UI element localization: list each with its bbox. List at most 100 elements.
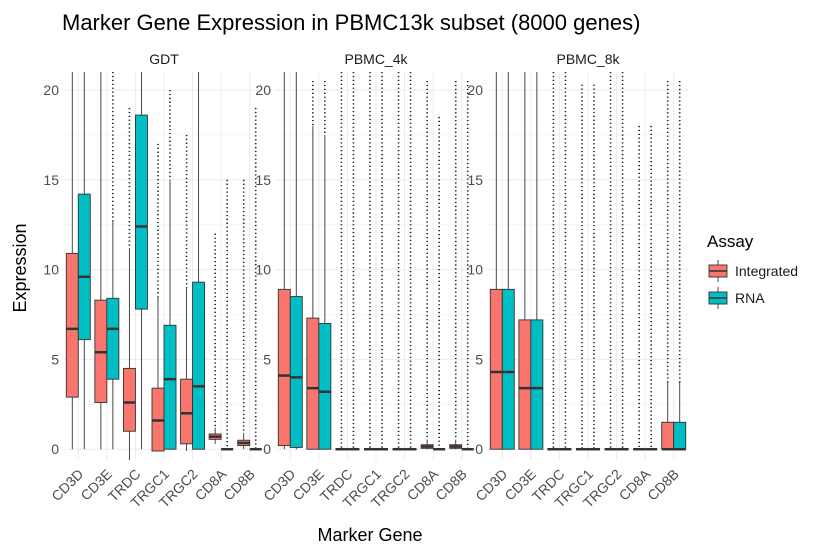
box-integrated-trgc1 xyxy=(364,72,376,451)
box-rna-cd8b xyxy=(249,107,262,451)
box-rna-cd3e xyxy=(530,72,544,450)
box-rna-trgc1 xyxy=(163,89,177,450)
box-body xyxy=(673,421,687,450)
x-tick-label: CD3D xyxy=(472,466,510,504)
x-tick-label: CD8B xyxy=(220,466,258,504)
facet-panel-gdt: GDT05101520CD3DCD3ETRDCTRGC1TRGC2CD8ACD8… xyxy=(43,51,264,511)
box-body xyxy=(501,288,515,450)
box-rna-cd8b xyxy=(673,80,687,451)
facet-label: PBMC_4k xyxy=(344,51,408,67)
legend-title: Assay xyxy=(707,232,754,251)
x-tick-label: CD8A xyxy=(192,465,230,503)
legend-label: Integrated xyxy=(735,263,798,279)
box-body xyxy=(106,297,120,380)
facet-panel-pbmc-8k: PBMC_8k05101520CD3DCD3ETRDCTRGC1TRGC2CD8… xyxy=(467,51,688,511)
x-tick-label: CD8A xyxy=(616,465,654,503)
box-body xyxy=(277,288,291,447)
box-integrated-trdc xyxy=(122,107,136,460)
x-tick-label: CD3D xyxy=(48,466,86,504)
legend: Assay Integrated RNA xyxy=(707,232,798,309)
y-tick-label: 0 xyxy=(263,441,271,457)
box-body xyxy=(306,317,320,450)
x-tick-label: CD8A xyxy=(404,465,442,503)
box-body xyxy=(65,252,79,398)
box-body xyxy=(518,319,532,450)
y-tick-label: 0 xyxy=(51,441,59,457)
y-tick-label: 15 xyxy=(255,172,271,188)
box-body xyxy=(122,367,136,432)
box-integrated-trdc xyxy=(335,72,348,451)
x-tick-label: CD8B xyxy=(432,466,470,504)
box-integrated-cd8a xyxy=(420,80,434,450)
chart-title: Marker Gene Expression in PBMC13k subset… xyxy=(62,10,640,35)
legend-item-integrated: Integrated xyxy=(708,260,798,282)
box-body xyxy=(530,319,544,450)
box-integrated-cd3e xyxy=(306,80,320,450)
box-rna-cd8a xyxy=(645,125,658,451)
y-tick-label: 20 xyxy=(467,82,483,98)
y-tick-label: 10 xyxy=(43,262,59,278)
box-integrated-cd8b xyxy=(237,179,251,450)
box-body xyxy=(134,114,148,310)
box-integrated-cd3e xyxy=(94,72,108,450)
box-rna-cd8a xyxy=(221,179,234,451)
y-axis-title: Expression xyxy=(10,223,30,312)
box-integrated-trgc1 xyxy=(576,84,588,451)
y-tick-label: 15 xyxy=(467,172,483,188)
y-tick-label: 5 xyxy=(263,351,271,367)
box-rna-trdc xyxy=(559,72,572,451)
box-integrated-trdc xyxy=(547,72,560,451)
box-rna-trgc2 xyxy=(616,72,629,451)
box-rna-cd3d xyxy=(77,72,91,450)
facet-panels: GDT05101520CD3DCD3ETRDCTRGC1TRGC2CD8ACD8… xyxy=(43,51,688,511)
box-rna-trdc xyxy=(134,72,148,450)
x-tick-label: CD3D xyxy=(260,466,298,504)
box-integrated-trgc2 xyxy=(392,72,405,451)
box-rna-cd3e xyxy=(318,80,332,450)
y-tick-label: 20 xyxy=(255,82,271,98)
x-axis-title: Marker Gene xyxy=(317,525,422,545)
x-tick-label: CD8B xyxy=(644,466,682,504)
y-tick-label: 5 xyxy=(51,351,59,367)
box-body xyxy=(180,378,194,445)
box-integrated-cd8a xyxy=(208,233,222,444)
box-integrated-trgc1 xyxy=(151,143,165,452)
legend-item-rna: RNA xyxy=(708,287,765,309)
box-rna-trgc1 xyxy=(588,84,600,451)
box-integrated-cd3e xyxy=(518,72,532,450)
box-integrated-cd3d xyxy=(489,72,503,450)
box-integrated-cd8b xyxy=(449,80,463,450)
facet-label: GDT xyxy=(149,51,179,67)
box-rna-trgc1 xyxy=(376,72,388,451)
box-body xyxy=(489,288,503,450)
box-body xyxy=(318,323,332,450)
y-tick-label: 15 xyxy=(43,172,59,188)
box-body xyxy=(192,281,206,450)
y-tick-label: 5 xyxy=(475,351,483,367)
box-integrated-trgc2 xyxy=(604,72,617,451)
facet-panel-pbmc-4k: PBMC_4k05101520CD3DCD3ETRDCTRGC1TRGC2CD8… xyxy=(255,51,476,511)
facet-label: PBMC_8k xyxy=(556,51,620,67)
box-body xyxy=(77,193,91,341)
box-integrated-cd3d xyxy=(65,72,79,450)
box-rna-cd3d xyxy=(289,72,303,450)
box-rna-trgc2 xyxy=(192,72,206,450)
box-integrated-cd3d xyxy=(277,72,291,450)
box-body xyxy=(661,421,675,450)
y-tick-label: 0 xyxy=(475,441,483,457)
y-tick-label: 10 xyxy=(467,262,483,278)
box-rna-cd3e xyxy=(106,72,120,450)
box-integrated-trgc2 xyxy=(180,134,194,452)
box-body xyxy=(289,296,303,448)
box-rna-trgc2 xyxy=(404,72,417,451)
box-rna-cd3d xyxy=(501,72,515,450)
box-rna-cd8a xyxy=(433,116,446,451)
box-integrated-cd8b xyxy=(661,80,675,451)
box-rna-cd8b xyxy=(461,80,474,451)
y-tick-label: 20 xyxy=(43,82,59,98)
legend-label: RNA xyxy=(735,290,765,306)
box-rna-trdc xyxy=(347,72,360,451)
y-tick-label: 10 xyxy=(255,262,271,278)
box-body xyxy=(163,324,177,450)
